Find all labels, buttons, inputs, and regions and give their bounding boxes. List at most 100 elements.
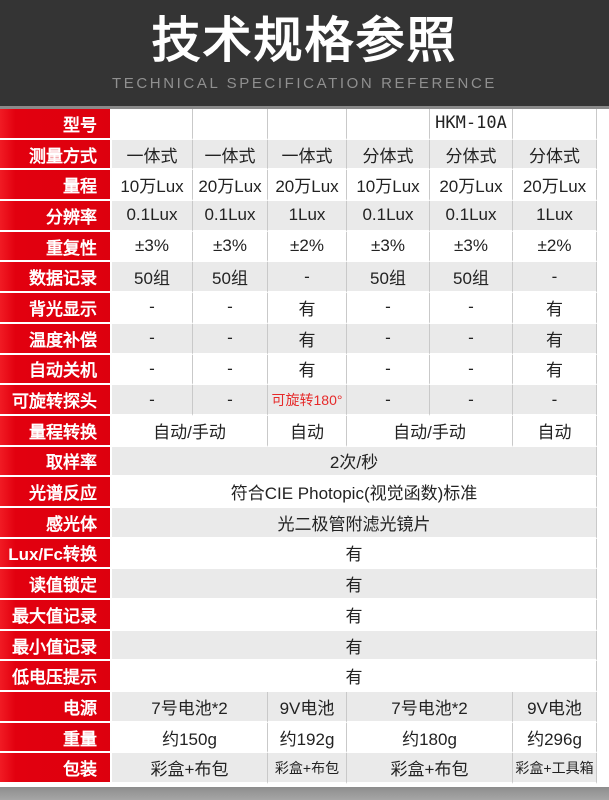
cell-data-logging-6: - — [513, 262, 597, 294]
cell-sensor-1: 光二极管附滤光镜片 — [112, 507, 597, 539]
spec-row-measure-mode: 测量方式 一体式 一体式 一体式 分体式 分体式 分体式 — [0, 139, 597, 171]
row-label-weight: 重量 — [0, 722, 112, 754]
row-label-repeatability: 重复性 — [0, 231, 112, 263]
cell-rotatable-probe-4: - — [347, 385, 430, 416]
cell-sampling-rate-1: 2次/秒 — [112, 446, 597, 478]
row-label-rotatable-probe: 可旋转探头 — [0, 385, 112, 416]
hero-banner: 技术规格参照 TECHNICAL SPECIFICATION REFERENCE — [0, 0, 609, 109]
row-label-temp-compensation: 温度补偿 — [0, 323, 112, 355]
spec-row-resolution: 分辨率 0.1Lux 0.1Lux 1Lux 0.1Lux 0.1Lux 1Lux — [0, 201, 597, 232]
cell-packaging-3: 彩盒+布包 — [347, 753, 513, 785]
cell-power-3: 7号电池*2 — [347, 692, 513, 723]
bottom-divider-bar — [0, 787, 609, 800]
cell-data-logging-3: - — [268, 262, 347, 294]
cell-range-5: 20万Lux — [430, 170, 513, 202]
cell-model-5: HKM-10A — [430, 109, 513, 140]
page-title: 技术规格参照 — [151, 14, 458, 69]
cell-packaging-4: 彩盒+工具箱 — [513, 753, 597, 785]
cell-temp-compensation-2: - — [193, 323, 268, 355]
cell-repeatability-4: ±3% — [347, 231, 430, 263]
cell-weight-1: 约150g — [112, 722, 268, 754]
cell-backlight-2: - — [193, 293, 268, 324]
cell-auto-off-6: 有 — [513, 354, 597, 386]
cell-packaging-1: 彩盒+布包 — [112, 753, 268, 785]
spec-table: 型号 HKM-10A 测量方式 一体式 一体式 一体式 分体式 分体式 分体式 量程 10万Lux 2… — [0, 109, 597, 785]
cell-range-4: 10万Lux — [347, 170, 430, 202]
cell-range-3: 20万Lux — [268, 170, 347, 202]
spec-row-reading-hold: 读值锁定有 — [0, 569, 597, 600]
spec-row-spectral-response: 光谱反应 符合CIE Photopic(视觉函数)标准 — [0, 477, 597, 508]
spec-row-power: 电源 7号电池*2 9V电池 7号电池*2 9V电池 — [0, 692, 597, 723]
row-label-lux-fc-convert: Lux/Fc转换 — [0, 538, 112, 570]
row-label-power: 电源 — [0, 692, 112, 723]
row-label-model: 型号 — [0, 109, 112, 140]
cell-lux-fc-convert-1: 有 — [112, 538, 597, 570]
row-label-min-record: 最小值记录 — [0, 630, 112, 662]
cell-data-logging-2: 50组 — [193, 262, 268, 294]
cell-temp-compensation-4: - — [347, 323, 430, 355]
cell-backlight-4: - — [347, 293, 430, 324]
cell-measure-mode-1: 一体式 — [112, 139, 193, 171]
cell-power-1: 7号电池*2 — [112, 692, 268, 723]
row-label-resolution: 分辨率 — [0, 201, 112, 232]
cell-repeatability-2: ±3% — [193, 231, 268, 263]
cell-resolution-2: 0.1Lux — [193, 201, 268, 232]
row-label-sensor: 感光体 — [0, 507, 112, 539]
cell-spectral-response-1: 符合CIE Photopic(视觉函数)标准 — [112, 477, 597, 508]
row-label-reading-hold: 读值锁定 — [0, 569, 112, 600]
row-label-packaging: 包装 — [0, 753, 112, 785]
cell-reading-hold-1: 有 — [112, 569, 597, 600]
row-label-sampling-rate: 取样率 — [0, 446, 112, 478]
cell-min-record-1: 有 — [112, 630, 597, 662]
cell-auto-off-4: - — [347, 354, 430, 386]
cell-range-1: 10万Lux — [112, 170, 193, 202]
cell-measure-mode-3: 一体式 — [268, 139, 347, 171]
spec-row-backlight: 背光显示 - - 有 - - 有 — [0, 293, 597, 324]
row-label-range-switch: 量程转换 — [0, 415, 112, 447]
cell-model-4 — [347, 109, 430, 140]
cell-auto-off-2: - — [193, 354, 268, 386]
cell-measure-mode-4: 分体式 — [347, 139, 430, 171]
spec-row-temp-compensation: 温度补偿 - - 有 - - 有 — [0, 323, 597, 355]
spec-row-min-record: 最小值记录有 — [0, 630, 597, 662]
cell-data-logging-5: 50组 — [430, 262, 513, 294]
cell-model-6 — [513, 109, 597, 140]
cell-low-battery-1: 有 — [112, 661, 597, 693]
spec-row-sampling-rate: 取样率 2次/秒 — [0, 446, 597, 478]
spec-row-weight: 重量 约150g 约192g 约180g 约296g — [0, 722, 597, 754]
row-label-backlight: 背光显示 — [0, 293, 112, 324]
cell-range-6: 20万Lux — [513, 170, 597, 202]
cell-rotatable-probe-3: 可旋转180° — [268, 385, 347, 416]
cell-repeatability-1: ±3% — [112, 231, 193, 263]
cell-auto-off-5: - — [430, 354, 513, 386]
spec-row-low-battery: 低电压提示有 — [0, 661, 597, 693]
row-label-auto-off: 自动关机 — [0, 354, 112, 386]
cell-range-2: 20万Lux — [193, 170, 268, 202]
cell-repeatability-6: ±2% — [513, 231, 597, 263]
cell-rotatable-probe-2: - — [193, 385, 268, 416]
cell-auto-off-3: 有 — [268, 354, 347, 386]
row-label-measure-mode: 测量方式 — [0, 139, 112, 171]
row-label-low-battery: 低电压提示 — [0, 661, 112, 693]
cell-backlight-1: - — [112, 293, 193, 324]
cell-backlight-3: 有 — [268, 293, 347, 324]
row-label-max-record: 最大值记录 — [0, 600, 112, 631]
cell-range-switch-2: 自动 — [268, 415, 347, 447]
spec-row-repeatability: 重复性 ±3% ±3% ±2% ±3% ±3% ±2% — [0, 231, 597, 263]
cell-auto-off-1: - — [112, 354, 193, 386]
cell-range-switch-3: 自动/手动 — [347, 415, 513, 447]
cell-model-2 — [193, 109, 268, 140]
cell-model-1 — [112, 109, 193, 140]
row-label-data-logging: 数据记录 — [0, 262, 112, 294]
spec-row-rotatable-probe: 可旋转探头 - - 可旋转180° - - - — [0, 385, 597, 416]
page-subtitle: TECHNICAL SPECIFICATION REFERENCE — [111, 74, 497, 92]
cell-weight-4: 约296g — [513, 722, 597, 754]
spec-row-data-logging: 数据记录 50组 50组 -50组 50组 - — [0, 262, 597, 294]
cell-resolution-6: 1Lux — [513, 201, 597, 232]
cell-weight-3: 约180g — [347, 722, 513, 754]
cell-resolution-5: 0.1Lux — [430, 201, 513, 232]
spec-row-max-record: 最大值记录有 — [0, 600, 597, 631]
cell-temp-compensation-1: - — [112, 323, 193, 355]
cell-weight-2: 约192g — [268, 722, 347, 754]
